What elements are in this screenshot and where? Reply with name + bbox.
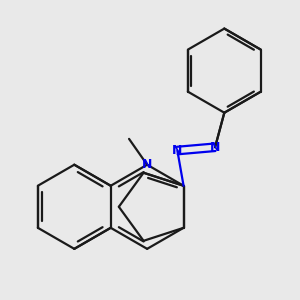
Text: N: N bbox=[142, 158, 152, 171]
Text: N: N bbox=[210, 141, 220, 154]
Text: N: N bbox=[172, 144, 182, 157]
